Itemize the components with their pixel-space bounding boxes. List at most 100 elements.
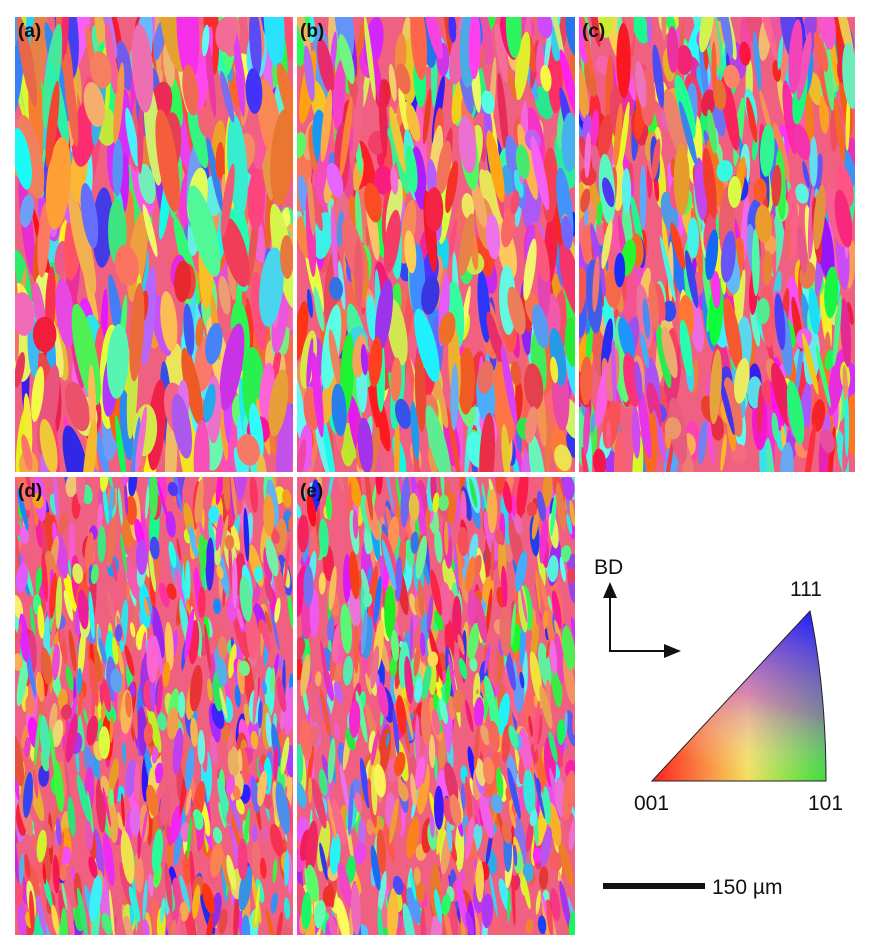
grain — [808, 287, 820, 335]
grain — [495, 477, 506, 495]
grain — [431, 708, 441, 736]
grain — [668, 231, 686, 295]
grain — [185, 560, 191, 600]
grain — [120, 830, 135, 884]
grain — [596, 201, 603, 227]
grain — [61, 17, 70, 62]
grain — [297, 300, 309, 361]
grain — [162, 661, 171, 688]
grain — [45, 81, 60, 167]
grain — [549, 17, 566, 64]
grain — [820, 275, 832, 351]
grain — [122, 737, 126, 766]
grain — [452, 595, 462, 643]
grain — [99, 477, 109, 493]
grain — [86, 715, 99, 746]
grain — [77, 629, 86, 679]
grain — [340, 603, 353, 654]
grain — [251, 824, 258, 843]
grain — [637, 386, 652, 459]
grain — [164, 621, 174, 671]
grain — [261, 680, 267, 695]
grain — [331, 798, 346, 845]
arrow-head — [664, 644, 681, 658]
grain — [516, 477, 529, 519]
grain — [124, 644, 135, 677]
panel-label: (a) — [18, 21, 41, 42]
grain — [530, 135, 550, 211]
grain — [183, 303, 195, 356]
grain — [842, 42, 855, 109]
grain — [655, 283, 666, 321]
grain — [559, 880, 571, 928]
grain — [354, 792, 363, 814]
grain — [507, 69, 517, 100]
grain — [447, 407, 463, 472]
grain — [179, 901, 189, 922]
grain — [270, 667, 276, 695]
grain — [394, 415, 400, 472]
grain — [252, 672, 259, 726]
grain — [548, 730, 558, 763]
grain — [723, 377, 743, 438]
grain — [140, 266, 157, 366]
grain — [168, 541, 177, 569]
grain — [506, 754, 518, 782]
grain — [572, 703, 575, 736]
grain — [549, 888, 561, 922]
grain — [254, 565, 263, 582]
grain — [408, 756, 417, 781]
grain — [389, 106, 407, 173]
grain — [413, 644, 421, 677]
grain — [613, 103, 623, 168]
grain — [421, 663, 432, 701]
grain — [82, 419, 98, 472]
grain — [106, 323, 129, 399]
ebsd-map — [579, 17, 855, 472]
grain — [454, 542, 459, 595]
grain — [597, 114, 613, 158]
grain — [550, 493, 557, 537]
grain — [420, 907, 426, 935]
grain — [478, 17, 494, 65]
grain — [480, 494, 485, 512]
grain — [315, 671, 322, 687]
ebsd-map — [15, 17, 293, 472]
grain — [391, 629, 400, 663]
grain — [596, 219, 605, 246]
grain — [39, 418, 58, 472]
grain — [228, 643, 237, 679]
grain — [819, 429, 835, 453]
grain — [65, 895, 75, 935]
grain — [513, 169, 524, 198]
grain — [663, 89, 688, 160]
grain — [256, 453, 267, 472]
grain — [230, 524, 241, 551]
grain — [370, 845, 381, 891]
grain — [102, 786, 112, 827]
grain — [502, 480, 513, 514]
grain — [486, 130, 505, 203]
grain — [314, 900, 326, 929]
grain — [307, 742, 314, 793]
grain — [678, 100, 698, 167]
grain — [115, 414, 127, 472]
grain — [328, 565, 337, 611]
grain — [352, 509, 359, 540]
grain — [664, 417, 682, 440]
grain — [707, 109, 717, 154]
grain — [530, 223, 550, 282]
grain — [659, 235, 676, 303]
grain — [264, 576, 274, 605]
grain — [815, 345, 831, 408]
grain — [219, 687, 228, 720]
grain — [396, 694, 407, 735]
grain — [16, 655, 30, 707]
grain — [605, 420, 612, 449]
grain — [409, 615, 414, 660]
grain — [501, 206, 516, 248]
grain — [126, 581, 130, 602]
grain — [465, 699, 474, 733]
grain — [705, 229, 719, 281]
grain — [199, 521, 205, 541]
